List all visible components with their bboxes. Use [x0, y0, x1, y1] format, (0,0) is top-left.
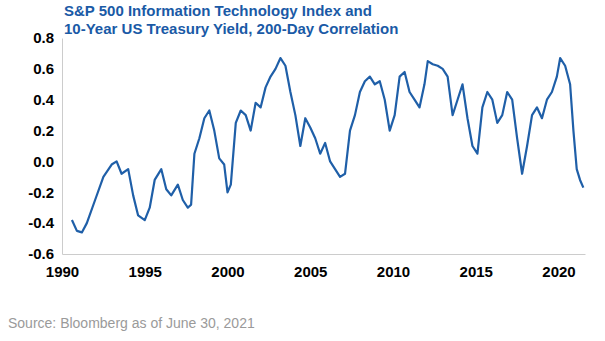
- y-tick: 0.0: [33, 153, 62, 170]
- y-tick-label: 0.0: [33, 153, 54, 170]
- y-tick-label: -0.2: [28, 184, 54, 201]
- plot-area: [72, 58, 583, 232]
- y-tick: -0.2: [28, 184, 62, 201]
- x-tick: 2020: [542, 254, 575, 280]
- x-tick: 2005: [294, 254, 327, 280]
- x-axis-line: [63, 254, 586, 255]
- x-tick: 2015: [460, 254, 493, 280]
- x-tick-label: 2020: [542, 263, 575, 280]
- title-line: S&P 500 Information Technology Index and: [64, 2, 372, 19]
- y-tick-label: -0.4: [28, 214, 55, 231]
- y-tick-label: 0.2: [33, 122, 54, 139]
- correlation-line: [72, 58, 583, 232]
- x-tick-label: 1995: [129, 263, 162, 280]
- y-axis-line: [62, 39, 63, 255]
- x-tick-label: 2005: [294, 263, 327, 280]
- y-tick: 0.2: [33, 122, 62, 139]
- y-tick: 0.4: [33, 91, 62, 108]
- x-tick: 2010: [377, 254, 410, 280]
- y-tick: -0.4: [28, 214, 62, 231]
- y-axis: -0.6 -0.4 -0.2 0.0 0.2 0.4 0.6 0.8: [28, 29, 62, 262]
- x-tick: 2000: [211, 254, 244, 280]
- y-tick: -0.6: [28, 245, 62, 262]
- x-tick-label: 2000: [211, 263, 244, 280]
- y-tick-label: 0.6: [33, 60, 54, 77]
- x-tick-label: 1990: [46, 263, 79, 280]
- y-tick-label: -0.6: [28, 245, 54, 262]
- x-tick-label: 2010: [377, 263, 410, 280]
- x-tick-label: 2015: [460, 263, 493, 280]
- y-tick: 0.6: [33, 60, 62, 77]
- chart: -0.6 -0.4 -0.2 0.0 0.2 0.4 0.6 0.8 1990 1995 2000 2…: [0, 0, 605, 341]
- y-tick: 0.8: [33, 29, 62, 46]
- y-tick-label: 0.4: [33, 91, 55, 108]
- title: S&P 500 Information Technology Index and…: [64, 2, 398, 37]
- title-line: 10-Year US Treasury Yield, 200-Day Corre…: [64, 20, 398, 37]
- source: Source: Bloomberg as of June 30, 2021: [8, 315, 255, 331]
- x-axis: 1990 1995 2000 2005 2010 2015 2020: [46, 254, 586, 280]
- y-tick-label: 0.8: [33, 29, 54, 46]
- x-tick: 1995: [129, 254, 162, 280]
- x-tick: 1990: [46, 254, 79, 280]
